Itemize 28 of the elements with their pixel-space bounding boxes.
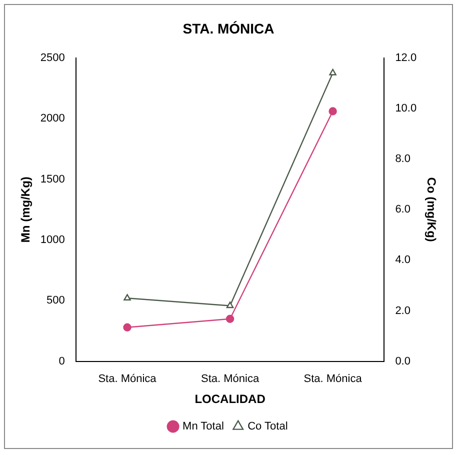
y2-tick-label: 12.0 — [395, 52, 417, 64]
y2-axis-title: Co (mg/Kg) — [424, 177, 438, 242]
x-tick-label: Sta. Mónica — [200, 373, 260, 386]
y-axis-title: Mn (mg/Kg) — [18, 176, 33, 243]
point — [328, 107, 337, 116]
y-tick-label: 2500 — [40, 52, 65, 64]
y2-tick-label: 2.0 — [395, 304, 410, 317]
x-axis-title: LOCALIDAD — [194, 392, 266, 406]
y-tick-label: 2000 — [40, 112, 65, 125]
y-tick-label: 1000 — [40, 234, 65, 246]
y2-tick-label: 4.0 — [395, 254, 410, 266]
chart-title: STA. MÓNICA — [182, 20, 274, 36]
y2-tick-label: 8.0 — [395, 153, 410, 166]
point — [124, 294, 131, 300]
y-tick-label: 500 — [46, 294, 65, 307]
x-tick-label: Sta. Mónica — [98, 373, 158, 386]
point — [226, 302, 234, 308]
y2-tick-label: 0.0 — [395, 355, 410, 368]
point — [226, 314, 234, 323]
legend-label: Co Total — [248, 420, 288, 433]
y2-tick-label: 6.0 — [395, 204, 410, 216]
x-tick-label: Sta. Mónica — [304, 373, 363, 386]
y2-tick-label: 10.0 — [395, 102, 417, 114]
y-tick-label: 1500 — [40, 173, 65, 186]
y-tick-label: 0 — [58, 355, 65, 368]
point — [123, 323, 132, 332]
legend-label: Mn Total — [182, 420, 224, 433]
point — [329, 68, 336, 76]
